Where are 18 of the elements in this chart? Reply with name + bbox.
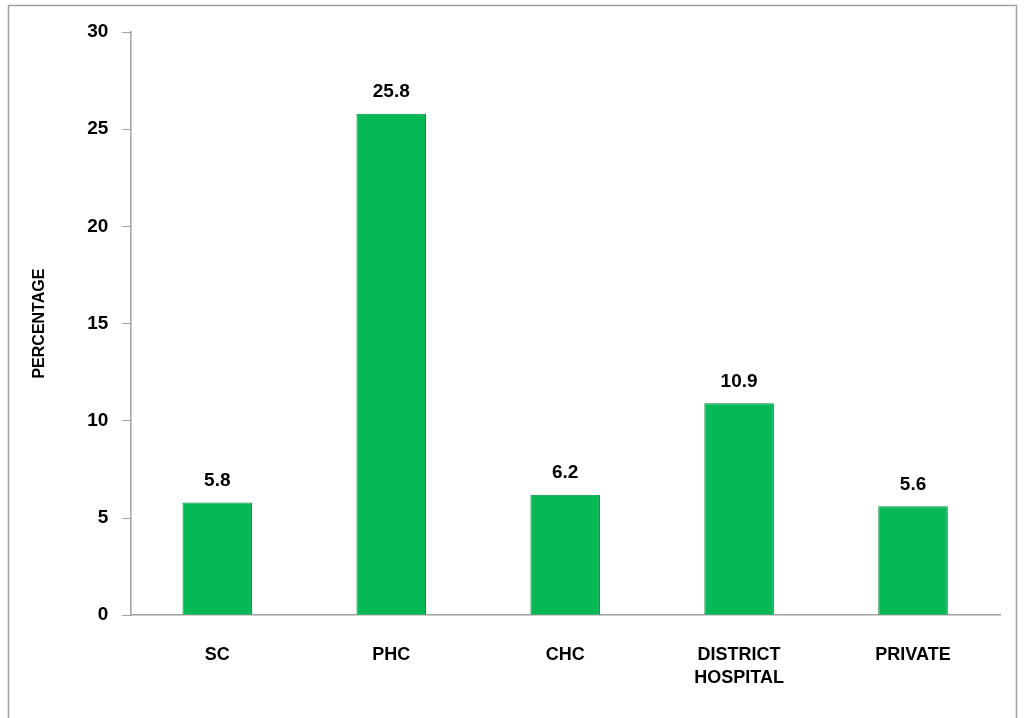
x-tick-label: PRIVATE [875, 643, 951, 664]
data-label: 5.6 [899, 473, 927, 495]
y-tick-label: 30 [87, 20, 109, 42]
y-tick-label: 20 [87, 214, 109, 236]
x-tick-label: CHC [545, 643, 585, 664]
data-label: 10.9 [720, 370, 758, 392]
data-label: 25.8 [372, 80, 410, 102]
x-tick-label: DISTRICT HOSPITAL [694, 643, 784, 688]
data-label: 5.8 [204, 469, 231, 491]
y-tick-label: 0 [97, 603, 109, 625]
y-tick-label: 15 [87, 311, 109, 333]
data-label: 6.2 [551, 461, 579, 483]
y-axis-title: PERCENTAGE [30, 268, 48, 379]
y-tick-label: 10 [87, 409, 109, 431]
x-tick-label: SC [204, 643, 230, 664]
y-tick-label: 5 [97, 506, 109, 528]
y-tick-label: 25 [87, 117, 109, 139]
x-tick-label: PHC [372, 643, 411, 664]
